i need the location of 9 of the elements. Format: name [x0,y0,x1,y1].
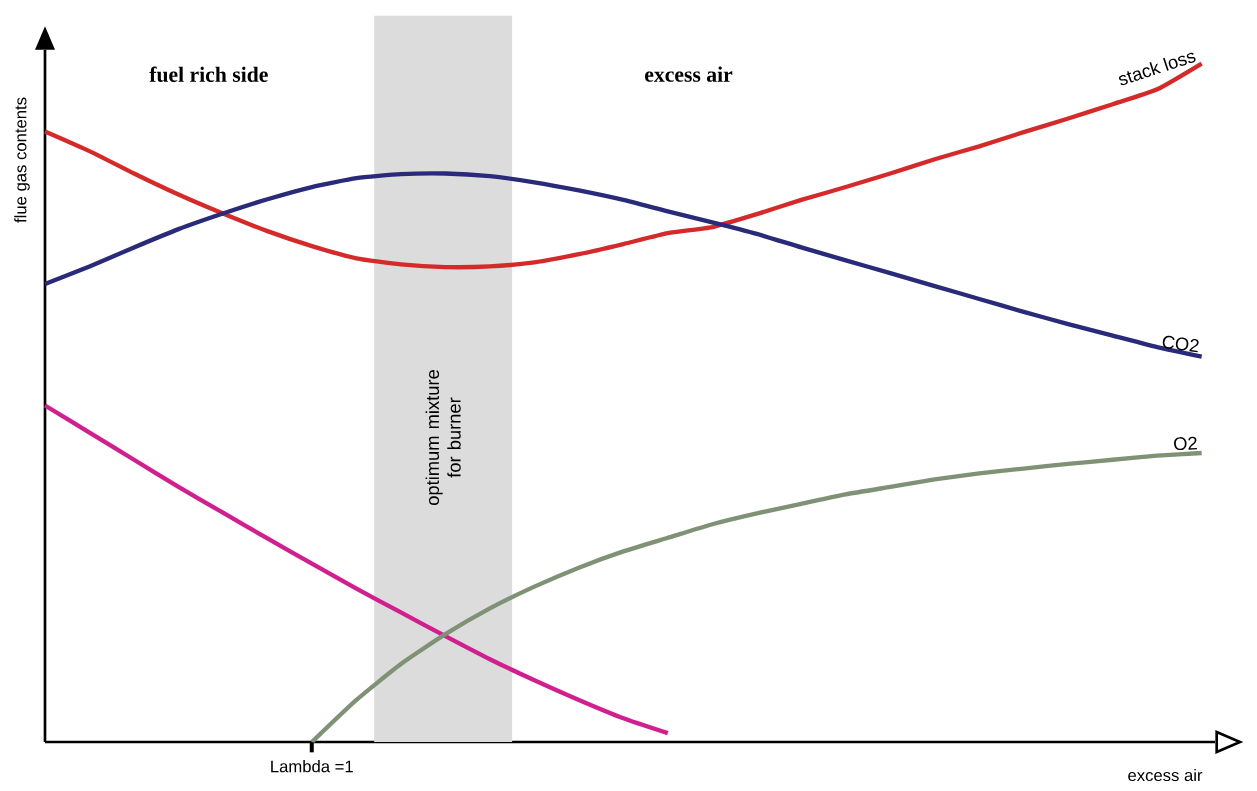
x-axis-title: excess air [1128,768,1203,782]
annotation: optimum mixture for burner [425,370,461,506]
y-axis-title: flue gas contents [14,97,30,223]
text: CO2 [1162,335,1199,353]
series-label: O2 [1174,436,1197,451]
annotation: excess air [645,66,733,82]
text: Lambda =1 [271,760,353,773]
annotation: fuel rich side [149,66,268,82]
text: stack loss [1118,52,1196,86]
